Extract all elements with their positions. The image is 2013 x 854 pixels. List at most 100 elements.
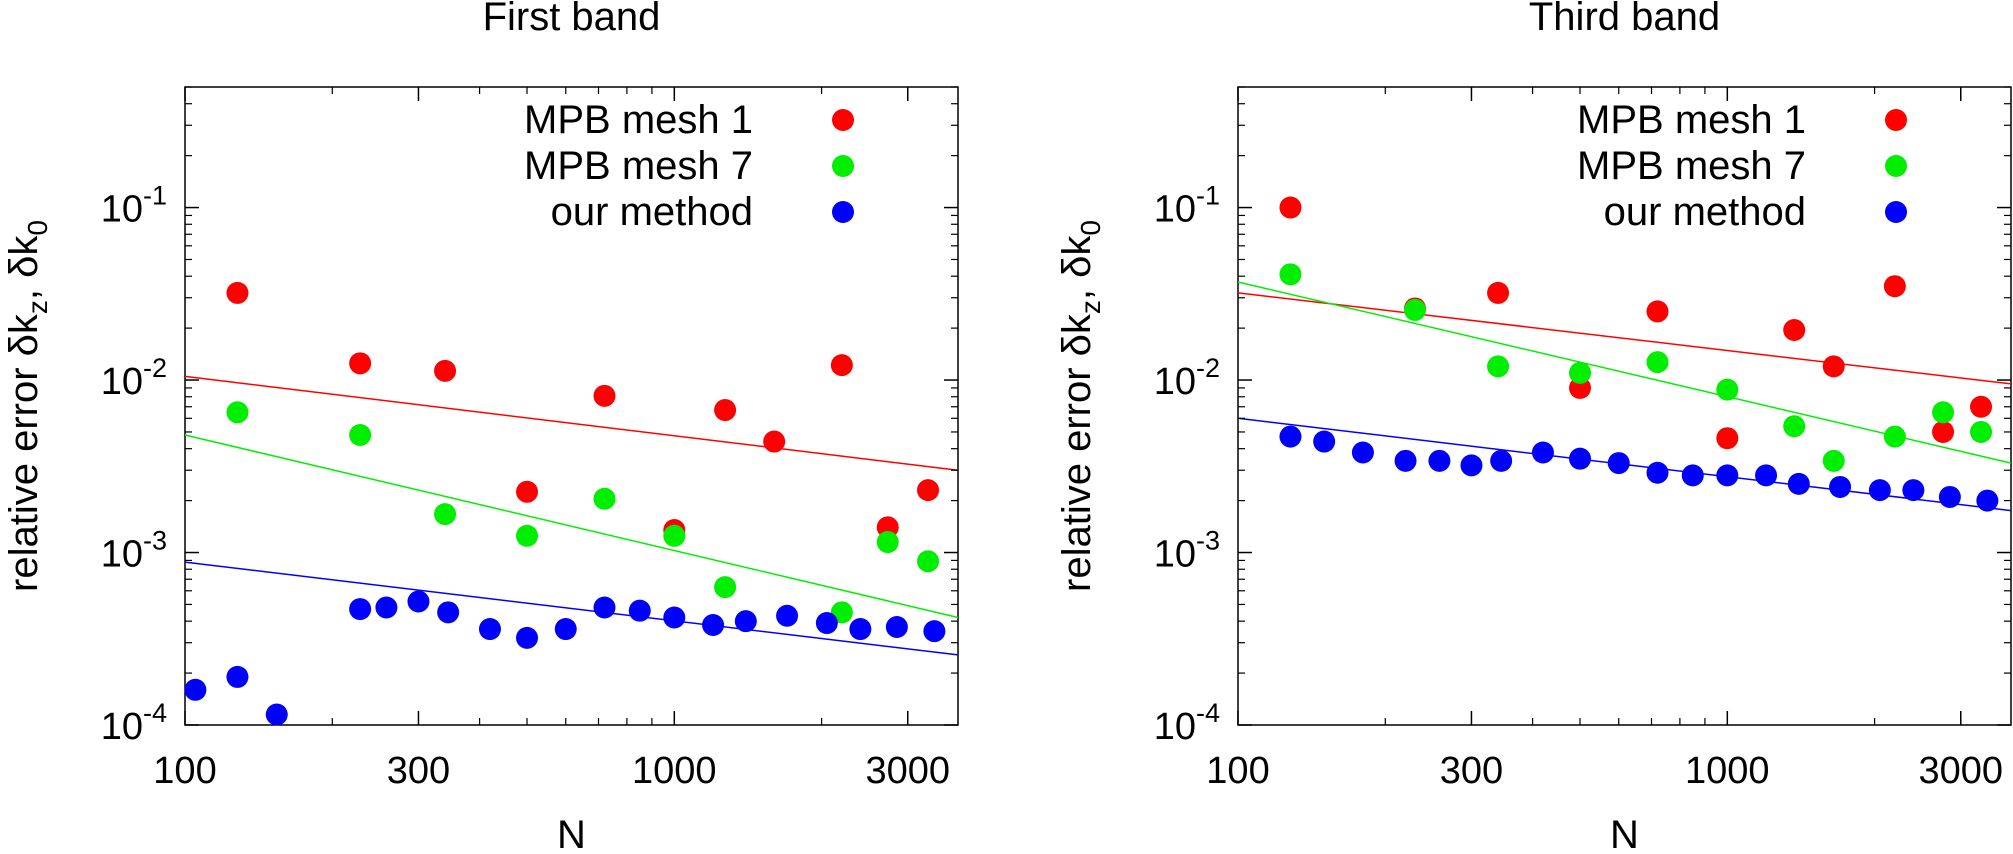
data-point-our-method bbox=[1394, 449, 1417, 472]
data-point-our-method bbox=[478, 618, 501, 641]
data-point-mpb-mesh-1 bbox=[1883, 275, 1906, 298]
y-tick-label: 10-2 bbox=[101, 353, 167, 403]
data-point-our-method bbox=[815, 612, 838, 635]
y-axis-label: relative error δkz, δk0 bbox=[1055, 220, 1106, 592]
data-point-our-method bbox=[349, 598, 372, 621]
fit-line-our-method bbox=[184, 561, 959, 656]
data-point-our-method bbox=[923, 620, 946, 643]
data-point-mpb-mesh-7 bbox=[1279, 263, 1302, 286]
data-point-mpb-mesh-1 bbox=[763, 430, 786, 453]
fit-line-mpb-mesh-7 bbox=[1237, 281, 2012, 464]
data-point-our-method bbox=[1829, 475, 1852, 498]
data-point-mpb-mesh-1 bbox=[1716, 427, 1739, 450]
data-point-mpb-mesh-7 bbox=[663, 524, 686, 547]
data-point-mpb-mesh-7 bbox=[593, 487, 616, 510]
data-point-mpb-mesh-1 bbox=[349, 352, 372, 375]
x-tick-label: 100 bbox=[153, 750, 216, 792]
legend-marker bbox=[1885, 155, 1907, 177]
x-tick-label: 100 bbox=[1206, 750, 1269, 792]
data-point-our-method bbox=[1490, 449, 1513, 472]
y-tick-label: 10-4 bbox=[101, 698, 167, 748]
data-point-mpb-mesh-1 bbox=[226, 281, 249, 304]
chart-panel-1: 100 300 1000 3000 10-4 10-3 10-2 10-1 MPB mesh 1… bbox=[2, 0, 959, 854]
data-point-mpb-mesh-7 bbox=[1932, 401, 1955, 424]
data-point-mpb-mesh-1 bbox=[1970, 395, 1993, 418]
plot-frame bbox=[184, 86, 959, 726]
data-point-our-method bbox=[885, 615, 908, 638]
data-point-our-method bbox=[702, 613, 725, 636]
data-point-our-method bbox=[407, 590, 430, 613]
data-point-mpb-mesh-1 bbox=[714, 399, 737, 422]
data-point-mpb-mesh-7 bbox=[1783, 415, 1806, 438]
x-axis-label: N bbox=[557, 813, 586, 854]
x-tick-label: 3000 bbox=[865, 750, 950, 792]
legend-label: MPB mesh 7 bbox=[1577, 144, 1806, 188]
legend-marker bbox=[1885, 201, 1907, 223]
data-point-mpb-mesh-7 bbox=[1822, 449, 1845, 472]
legend-label: our method bbox=[551, 190, 753, 234]
data-point-our-method bbox=[734, 610, 757, 633]
data-point-mpb-mesh-7 bbox=[226, 401, 249, 424]
data-point-mpb-mesh-7 bbox=[876, 531, 899, 554]
x-tick-label: 3000 bbox=[1918, 750, 2003, 792]
data-point-our-method bbox=[593, 596, 616, 619]
data-point-mpb-mesh-1 bbox=[1932, 420, 1955, 443]
chart-title: Third band bbox=[1529, 0, 1720, 39]
data-point-mpb-mesh-7 bbox=[1646, 351, 1669, 374]
data-point-mpb-mesh-1 bbox=[1487, 281, 1510, 304]
data-point-our-method bbox=[1351, 441, 1374, 464]
data-point-mpb-mesh-1 bbox=[1569, 376, 1592, 399]
data-point-our-method bbox=[1313, 430, 1336, 453]
data-point-mpb-mesh-7 bbox=[1487, 355, 1510, 378]
data-point-our-method bbox=[849, 618, 872, 641]
x-axis-label: N bbox=[1610, 813, 1639, 854]
data-point-our-method bbox=[1569, 447, 1592, 470]
plot-frame bbox=[1237, 86, 2012, 726]
legend-marker bbox=[832, 109, 854, 131]
x-tick-label: 300 bbox=[387, 750, 450, 792]
data-point-our-method bbox=[1681, 464, 1704, 487]
fit-line-mpb-mesh-7 bbox=[184, 434, 959, 619]
legend-label: MPB mesh 7 bbox=[524, 144, 753, 188]
data-point-our-method bbox=[1938, 485, 1961, 508]
data-point-our-method bbox=[516, 626, 539, 649]
legend-label: MPB mesh 1 bbox=[1577, 98, 1806, 142]
data-point-our-method bbox=[776, 604, 799, 627]
x-tick-label: 1000 bbox=[632, 750, 717, 792]
data-point-our-method bbox=[1787, 472, 1810, 495]
data-point-mpb-mesh-1 bbox=[593, 384, 616, 407]
data-point-mpb-mesh-7 bbox=[1569, 361, 1592, 384]
legend-label: our method bbox=[1604, 190, 1806, 234]
data-point-mpb-mesh-7 bbox=[1403, 298, 1426, 321]
data-point-our-method bbox=[1460, 454, 1483, 477]
y-tick-label: 10-1 bbox=[101, 181, 167, 231]
data-point-our-method bbox=[1755, 464, 1778, 487]
data-point-our-method bbox=[1428, 449, 1451, 472]
data-point-our-method bbox=[265, 703, 288, 726]
data-point-mpb-mesh-1 bbox=[1783, 319, 1806, 342]
data-point-our-method bbox=[628, 599, 651, 622]
data-point-our-method bbox=[1646, 461, 1669, 484]
y-tick-label: 10-3 bbox=[101, 526, 167, 576]
data-point-mpb-mesh-1 bbox=[434, 359, 457, 382]
data-point-mpb-mesh-7 bbox=[714, 576, 737, 599]
data-point-mpb-mesh-1 bbox=[1822, 355, 1845, 378]
y-tick-label: 10-1 bbox=[1154, 181, 1220, 231]
legend-marker bbox=[832, 201, 854, 223]
y-tick-label: 10-4 bbox=[1154, 698, 1220, 748]
legend-marker bbox=[832, 155, 854, 177]
data-point-our-method bbox=[1531, 441, 1554, 464]
data-point-mpb-mesh-7 bbox=[1716, 378, 1739, 401]
data-point-mpb-mesh-1 bbox=[1646, 300, 1669, 323]
data-point-our-method bbox=[554, 618, 577, 641]
y-tick-label: 10-3 bbox=[1154, 526, 1220, 576]
data-point-mpb-mesh-7 bbox=[349, 424, 372, 447]
y-axis-label: relative error δkz, δk0 bbox=[2, 220, 53, 592]
data-point-our-method bbox=[1716, 464, 1739, 487]
x-tick-label: 1000 bbox=[1685, 750, 1770, 792]
data-point-mpb-mesh-1 bbox=[1279, 196, 1302, 219]
data-point-mpb-mesh-7 bbox=[434, 503, 457, 526]
data-point-our-method bbox=[663, 606, 686, 629]
data-point-our-method bbox=[226, 665, 249, 688]
